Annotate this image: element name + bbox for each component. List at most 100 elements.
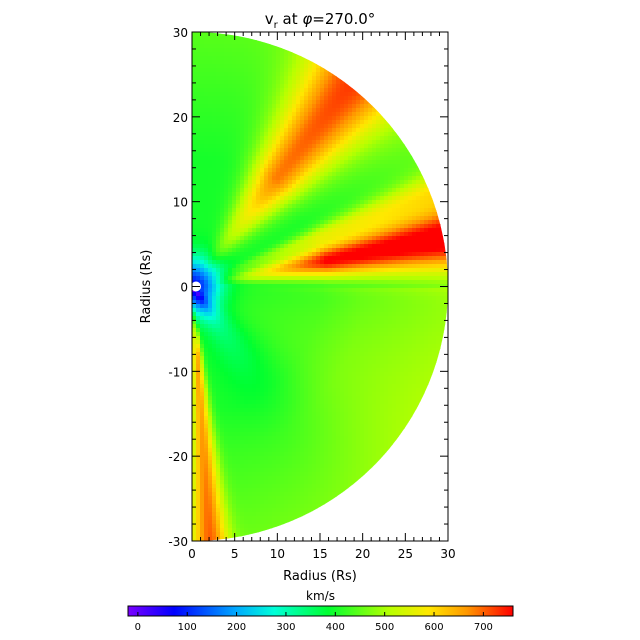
heatmap-cell (344, 360, 349, 365)
heatmap-cell (332, 352, 337, 357)
heatmap-cell (248, 52, 253, 57)
heatmap-cell (308, 340, 313, 345)
heatmap-cell (416, 304, 421, 309)
heatmap-cell (212, 84, 217, 89)
heatmap-cell (192, 152, 197, 157)
heatmap-cell (252, 64, 257, 69)
heatmap-cell (272, 368, 277, 373)
heatmap-cell (436, 336, 441, 341)
heatmap-cell (236, 292, 241, 297)
heatmap-cell (304, 56, 309, 61)
heatmap-cell (256, 320, 261, 325)
heatmap-cell (416, 180, 421, 185)
heatmap-cell (272, 284, 277, 289)
heatmap-cell (292, 136, 297, 141)
heatmap-cell (220, 280, 225, 285)
heatmap-cell (232, 196, 237, 201)
heatmap-cell (356, 140, 361, 145)
heatmap-cell (384, 252, 389, 257)
heatmap-cell (312, 364, 317, 369)
heatmap-cell (336, 108, 341, 113)
heatmap-cell (348, 188, 353, 193)
heatmap-cell (208, 56, 213, 61)
heatmap-cell (320, 148, 325, 153)
heatmap-cell (260, 252, 265, 257)
heatmap-cell (440, 300, 445, 305)
heatmap-cell (360, 268, 365, 273)
heatmap-cell (248, 348, 253, 353)
heatmap-cell (228, 388, 233, 393)
heatmap-cell (220, 80, 225, 85)
heatmap-cell (416, 260, 421, 265)
heatmap-cell (344, 376, 349, 381)
heatmap-cell (300, 320, 305, 325)
heatmap-cell (236, 324, 241, 329)
heatmap-cell (312, 376, 317, 381)
heatmap-cell (316, 248, 321, 253)
heatmap-cell (424, 284, 429, 289)
heatmap-cell (196, 164, 201, 169)
heatmap-cell (324, 372, 329, 377)
heatmap-cell (300, 144, 305, 149)
heatmap-cell (212, 240, 217, 245)
heatmap-cell (404, 220, 409, 225)
heatmap-cell (240, 308, 245, 313)
heatmap-cell (296, 260, 301, 265)
heatmap-cell (312, 64, 317, 69)
heatmap-cell (384, 132, 389, 137)
heatmap-cell (388, 156, 393, 161)
heatmap-cell (224, 360, 229, 365)
heatmap-cell (264, 224, 269, 229)
heatmap-cell (216, 332, 221, 337)
heatmap-cell (264, 180, 269, 185)
heatmap-cell (312, 192, 317, 197)
heatmap-cell (228, 228, 233, 233)
heatmap-cell (332, 284, 337, 289)
heatmap-cell (204, 340, 209, 345)
heatmap-cell (244, 40, 249, 45)
heatmap-cell (228, 260, 233, 265)
heatmap-cell (404, 264, 409, 269)
heatmap-cell (256, 128, 261, 133)
heatmap-cell (336, 128, 341, 133)
heatmap-cell (232, 328, 237, 333)
heatmap-cell (272, 164, 277, 169)
heatmap-cell (300, 68, 305, 73)
heatmap-cell (324, 72, 329, 77)
heatmap-cell (288, 368, 293, 373)
heatmap-cell (208, 52, 213, 57)
heatmap-cell (376, 336, 381, 341)
heatmap-cell (388, 300, 393, 305)
heatmap-cell (276, 184, 281, 189)
heatmap-cell (392, 284, 397, 289)
heatmap-cell (304, 388, 309, 393)
heatmap-cell (212, 232, 217, 237)
heatmap-cell (300, 284, 305, 289)
heatmap-cell (264, 80, 269, 85)
heatmap-cell (428, 348, 433, 353)
heatmap-cell (352, 152, 357, 157)
heatmap-cell (336, 308, 341, 313)
heatmap-cell (312, 184, 317, 189)
heatmap-cell (292, 48, 297, 53)
heatmap-cell (272, 392, 277, 397)
heatmap-cell (232, 136, 237, 141)
heatmap-cell (288, 156, 293, 161)
heatmap-cell (200, 212, 205, 217)
heatmap-cell (224, 52, 229, 57)
heatmap-cell (324, 268, 329, 273)
heatmap-cell (420, 388, 425, 393)
heatmap-cell (276, 292, 281, 297)
heatmap-cell (244, 320, 249, 325)
heatmap-cell (432, 360, 437, 365)
heatmap-cell (248, 240, 253, 245)
heatmap-cell (224, 212, 229, 217)
heatmap-cell (396, 216, 401, 221)
heatmap-cell (376, 272, 381, 277)
heatmap-cell (236, 256, 241, 261)
heatmap-cell (240, 52, 245, 57)
heatmap-cell (292, 52, 297, 57)
heatmap-cell (328, 112, 333, 117)
heatmap-cell (336, 248, 341, 253)
heatmap-cell (400, 296, 405, 301)
